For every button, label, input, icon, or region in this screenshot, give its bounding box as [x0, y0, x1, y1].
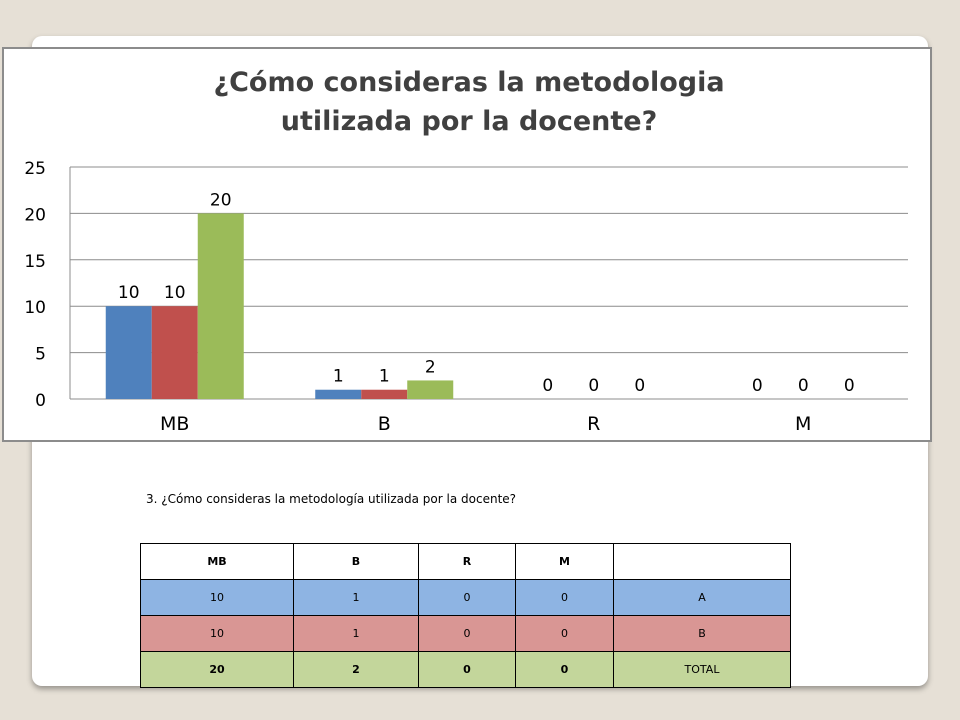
table-header-cell: R	[418, 543, 516, 580]
bar	[407, 380, 454, 399]
table-cell: 0	[418, 651, 516, 688]
bar	[315, 389, 362, 399]
table-cell: 10	[140, 579, 294, 616]
chart-title-line-2: utilizada por la docente?	[280, 106, 658, 137]
table-cell: 0	[418, 579, 516, 616]
chart-plot: 0 5 10 15 20 25 10 10 20 MB 1 1 2 B 0 0 0 R 0 0 0 M	[24, 159, 908, 435]
results-table: MB B R M 10 1 0 0 A 10 1 0 0 B 20 2 0 0 …	[140, 543, 791, 688]
data-label: 0	[798, 376, 809, 396]
y-tick-label: 15	[24, 252, 46, 272]
data-label: 10	[118, 283, 140, 303]
table-cell: 0	[515, 651, 614, 688]
chart-title-line-1: ¿Cómo consideras la metodologia	[213, 67, 725, 98]
table-header-row: MB B R M	[140, 543, 791, 580]
table-header-cell: MB	[140, 543, 294, 580]
data-label: 2	[425, 357, 436, 377]
table-row: 10 1 0 0 B	[140, 615, 791, 652]
table-cell: TOTAL	[613, 651, 791, 688]
table-cell: 10	[140, 615, 294, 652]
y-tick-label: 0	[35, 391, 46, 411]
table-row: 10 1 0 0 A	[140, 579, 791, 616]
table-header-cell	[613, 543, 791, 580]
y-tick-label: 10	[24, 298, 46, 318]
table-header-cell: B	[293, 543, 419, 580]
table-cell: 0	[515, 615, 614, 652]
x-tick-label: M	[795, 413, 811, 435]
data-label: 0	[752, 376, 763, 396]
x-tick-label: B	[378, 413, 391, 435]
table-cell: 2	[293, 651, 419, 688]
chart-title: ¿Cómo consideras la metodologia utilizad…	[4, 63, 934, 141]
x-tick-label: MB	[160, 413, 189, 435]
data-label: 0	[588, 376, 599, 396]
data-label: 1	[379, 367, 390, 387]
data-label: 1	[333, 367, 344, 387]
y-tick-label: 20	[24, 205, 46, 225]
data-label: 0	[844, 376, 855, 396]
table-cell: 1	[293, 579, 419, 616]
bar	[105, 306, 152, 399]
y-tick-label: 5	[35, 345, 46, 365]
bar-chart: ¿Cómo consideras la metodologia utilizad…	[2, 47, 932, 442]
table-cell: 1	[293, 615, 419, 652]
bar	[361, 389, 408, 399]
data-label: 10	[164, 283, 186, 303]
table-cell: 0	[418, 615, 516, 652]
table-cell: A	[613, 579, 791, 616]
bar	[197, 213, 244, 399]
table-cell: 0	[515, 579, 614, 616]
data-label: 20	[210, 190, 232, 210]
question-text: 3. ¿Cómo consideras la metodología utili…	[146, 492, 517, 506]
bar	[151, 306, 198, 399]
table-row: 20 2 0 0 TOTAL	[140, 651, 791, 688]
table-cell: 20	[140, 651, 294, 688]
x-tick-label: R	[587, 413, 600, 435]
table-cell: B	[613, 615, 791, 652]
y-tick-label: 25	[24, 159, 46, 179]
data-label: 0	[634, 376, 645, 396]
table-header-cell: M	[515, 543, 614, 580]
data-label: 0	[542, 376, 553, 396]
